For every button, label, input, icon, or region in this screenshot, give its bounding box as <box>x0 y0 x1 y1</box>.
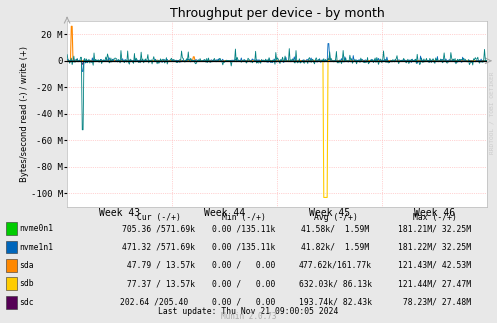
Text: sda: sda <box>19 261 34 270</box>
Bar <box>6 222 17 235</box>
Text: 477.62k/161.77k: 477.62k/161.77k <box>299 261 372 270</box>
Text: Avg (-/+): Avg (-/+) <box>314 213 357 222</box>
Text: sdb: sdb <box>19 279 34 288</box>
Text: 202.64 /205.40: 202.64 /205.40 <box>120 298 198 307</box>
Text: 705.36 /571.69k: 705.36 /571.69k <box>122 224 196 233</box>
Bar <box>6 296 17 308</box>
Text: Last update: Thu Nov 21 09:00:05 2024: Last update: Thu Nov 21 09:00:05 2024 <box>159 307 338 316</box>
Text: 181.22M/ 32.25M: 181.22M/ 32.25M <box>398 243 472 252</box>
Text: Max (-/+): Max (-/+) <box>413 213 457 222</box>
Text: 0.00 /   0.00: 0.00 / 0.00 <box>212 261 275 270</box>
Bar <box>6 241 17 254</box>
Text: 181.21M/ 32.25M: 181.21M/ 32.25M <box>398 224 472 233</box>
Bar <box>6 259 17 272</box>
Text: 121.44M/ 27.47M: 121.44M/ 27.47M <box>398 279 472 288</box>
Text: Cur (-/+): Cur (-/+) <box>137 213 181 222</box>
Text: Min (-/+): Min (-/+) <box>222 213 265 222</box>
Text: nvme1n1: nvme1n1 <box>19 243 54 252</box>
Text: 632.03k/ 86.13k: 632.03k/ 86.13k <box>299 279 372 288</box>
Text: 193.74k/ 82.43k: 193.74k/ 82.43k <box>299 298 372 307</box>
Text: 41.58k/  1.59M: 41.58k/ 1.59M <box>301 224 370 233</box>
Text: 47.79 / 13.57k: 47.79 / 13.57k <box>122 261 196 270</box>
Text: 78.23M/ 27.48M: 78.23M/ 27.48M <box>398 298 472 307</box>
Text: 471.32 /571.69k: 471.32 /571.69k <box>122 243 196 252</box>
Title: Throughput per device - by month: Throughput per device - by month <box>169 7 385 20</box>
Text: 0.00 /   0.00: 0.00 / 0.00 <box>212 298 275 307</box>
Text: nvme0n1: nvme0n1 <box>19 224 54 233</box>
Text: sdc: sdc <box>19 298 34 307</box>
Bar <box>6 277 17 290</box>
Text: 0.00 /135.11k: 0.00 /135.11k <box>212 243 275 252</box>
Text: 41.82k/  1.59M: 41.82k/ 1.59M <box>301 243 370 252</box>
Text: 121.43M/ 42.53M: 121.43M/ 42.53M <box>398 261 472 270</box>
Text: Munin 2.0.73: Munin 2.0.73 <box>221 312 276 321</box>
Y-axis label: Bytes/second read (-) / write (+): Bytes/second read (-) / write (+) <box>20 46 29 182</box>
Text: RRDTOOL / TOBI OETIKER: RRDTOOL / TOBI OETIKER <box>490 72 495 154</box>
Text: 77.37 / 13.57k: 77.37 / 13.57k <box>122 279 196 288</box>
Text: 0.00 /   0.00: 0.00 / 0.00 <box>212 279 275 288</box>
Text: 0.00 /135.11k: 0.00 /135.11k <box>212 224 275 233</box>
